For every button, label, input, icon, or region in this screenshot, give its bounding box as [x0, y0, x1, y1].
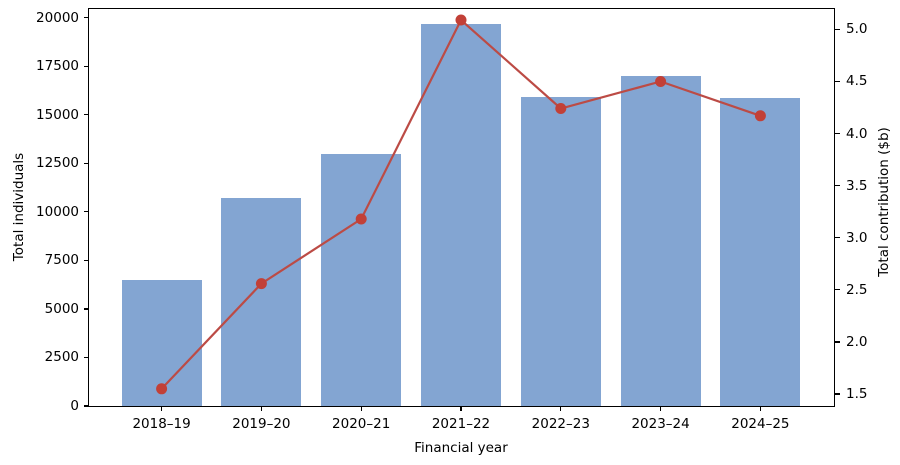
- y-left-tick-label: 17500: [36, 58, 79, 75]
- y-right-tick-label: 2.0: [846, 333, 868, 350]
- y-right-tick-label: 2.5: [846, 281, 868, 298]
- y-right-tick-mark: [835, 132, 840, 135]
- y-left-tick-label: 10000: [36, 203, 79, 220]
- y-left-tick-mark: [83, 162, 88, 164]
- bar-2022–23: [520, 97, 601, 406]
- x-tick-mark: [161, 406, 163, 411]
- x-tick-label: 2024–25: [731, 416, 790, 432]
- x-tick-label: 2021–22: [431, 416, 491, 432]
- y-left-tick-mark: [83, 259, 88, 261]
- y-right-tick-label: 5.0: [846, 21, 868, 38]
- x-tick-label: 2023–24: [631, 416, 690, 432]
- plot-area: [88, 7, 835, 407]
- y-left-tick-mark: [83, 17, 88, 19]
- bar-2021–22: [421, 23, 501, 406]
- x-tick-mark: [360, 406, 362, 411]
- bar-2020–21: [321, 153, 402, 406]
- y-right-tick-label: 3.5: [846, 177, 868, 194]
- x-tick-mark: [460, 406, 462, 411]
- y-right-tick-mark: [835, 185, 840, 187]
- x-tick-mark: [260, 406, 262, 411]
- x-tick-label: 2020–21: [332, 416, 391, 432]
- x-tick-mark: [560, 406, 562, 411]
- y-left-tick-label: 0: [70, 398, 79, 414]
- x-tick-mark: [660, 406, 662, 411]
- y-left-tick-label: 15000: [36, 106, 79, 123]
- y-left-tick-mark: [83, 356, 88, 359]
- y-axis-label-right: Total contribution ($b): [876, 127, 892, 277]
- y-left-tick-label: 5000: [44, 300, 79, 317]
- x-axis-label: Financial year: [414, 440, 508, 456]
- y-right-tick-label: 3.0: [846, 229, 868, 246]
- y-right-tick-label: 1.5: [846, 386, 868, 403]
- y-right-tick-mark: [835, 237, 840, 239]
- y-left-tick-mark: [83, 65, 88, 67]
- y-left-tick-mark: [83, 308, 88, 310]
- y-left-tick-label: 12500: [36, 155, 79, 172]
- y-right-tick-mark: [835, 80, 840, 83]
- bar-2018–19: [121, 279, 202, 406]
- bar-2019–20: [221, 198, 302, 406]
- y-right-tick-mark: [835, 28, 840, 30]
- y-left-tick-label: 20000: [36, 9, 79, 26]
- bar-2023–24: [620, 75, 701, 406]
- y-right-tick-label: 4.5: [846, 73, 868, 90]
- y-right-tick-mark: [835, 341, 840, 343]
- y-left-tick-mark: [83, 405, 88, 407]
- y-left-tick-mark: [83, 114, 88, 116]
- y-right-tick-mark: [835, 393, 840, 395]
- x-tick-label: 2022–23: [531, 416, 590, 432]
- y-left-tick-label: 2500: [44, 349, 79, 366]
- x-tick-mark: [759, 406, 761, 411]
- bar-2024–25: [720, 98, 801, 406]
- y-right-tick-mark: [835, 289, 840, 291]
- x-tick-label: 2019–20: [232, 416, 291, 432]
- y-left-tick-label: 7500: [44, 252, 79, 269]
- y-right-tick-label: 4.0: [846, 125, 868, 142]
- y-left-tick-mark: [83, 211, 88, 213]
- x-tick-label: 2018–19: [132, 416, 191, 432]
- y-axis-label-left: Total individuals: [11, 152, 27, 262]
